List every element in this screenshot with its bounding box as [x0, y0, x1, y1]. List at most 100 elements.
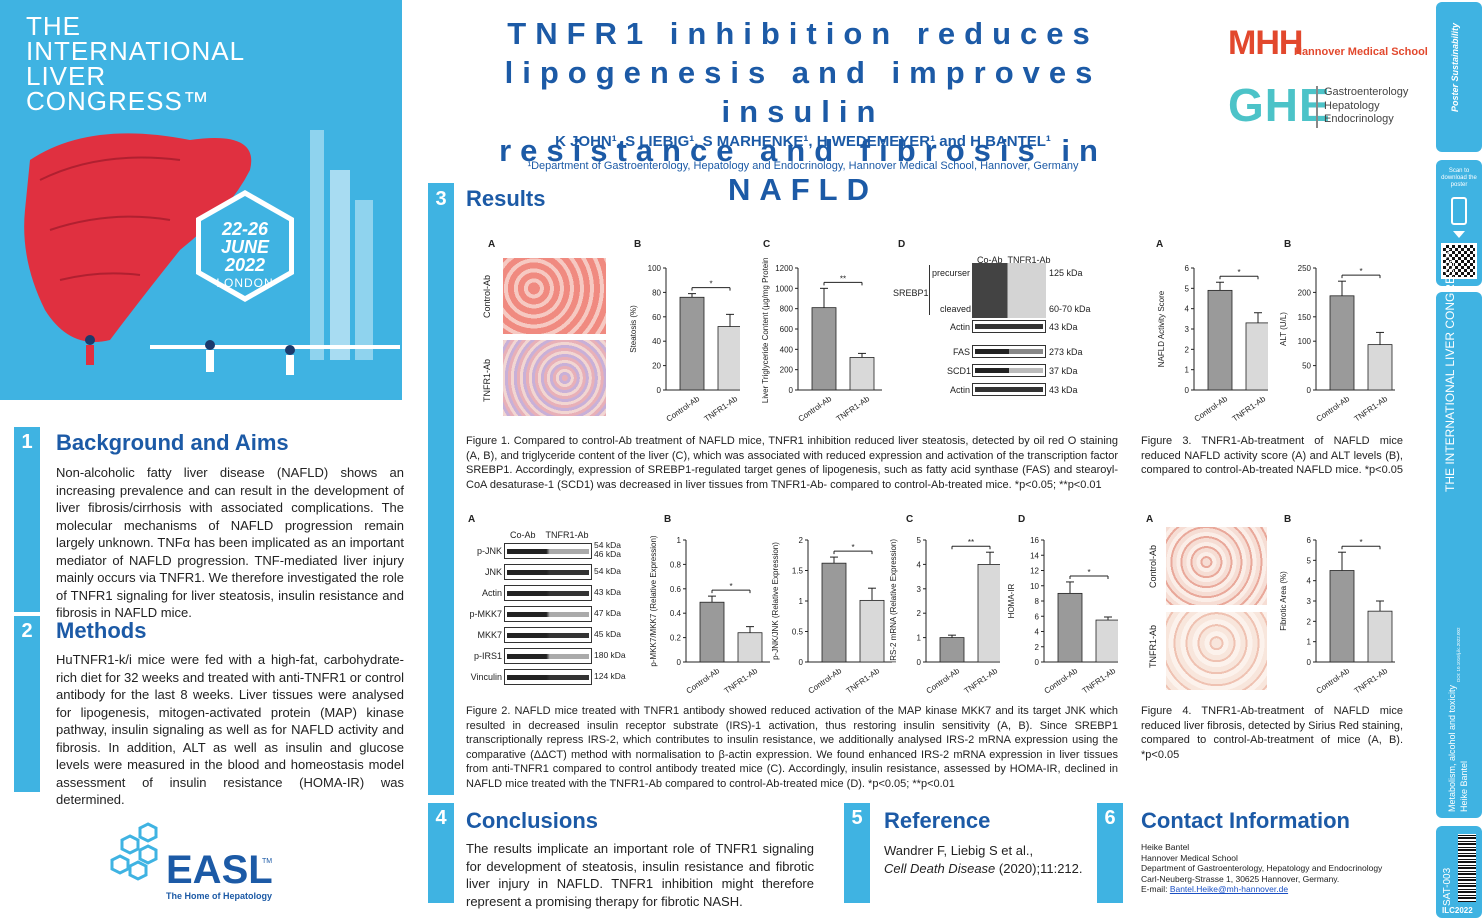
y-tick-label: 0.2: [670, 634, 682, 643]
sirius-red-control-image: [1166, 527, 1267, 605]
y-axis-label: Fibrotic Area (%): [1279, 571, 1288, 631]
bar-tnfr1: [849, 357, 875, 391]
liver-illustration: [0, 130, 402, 400]
bar-tnfr1: [737, 632, 763, 663]
blot2: p-JNK 54 kDa 46 kDa JNK 54 kDa Actin 43 kDa p-…: [466, 540, 636, 693]
blot2-band: [504, 627, 592, 643]
oil-red-o-tnfr1-image: [503, 340, 606, 416]
bar-control: [679, 296, 705, 391]
y-tick-label: 0: [799, 658, 804, 667]
blot2-label: MKK7: [477, 630, 502, 640]
y-tick-label: 14: [1030, 551, 1039, 560]
bar-control: [821, 562, 847, 663]
significance-label: *: [1359, 538, 1362, 547]
p-mkk7-chart: 0 0.2 0.4 0.6 0.8 1 p-MKK7/MKK7 (Relative Expr…: [649, 535, 770, 696]
y-tick-label: 1: [799, 597, 804, 606]
y-tick-label: 2: [799, 536, 804, 545]
sustainability-tab[interactable]: Poster Sustainability: [1436, 2, 1482, 152]
category-label: Control-Ab: [665, 394, 702, 424]
y-axis-label: Liver Triglyceride Content (µg/mg Protei…: [761, 258, 770, 403]
y-tick-label: 4: [1185, 305, 1190, 314]
significance-label: *: [851, 543, 854, 552]
bar-tnfr1: [1095, 619, 1118, 663]
bar-control: [1057, 592, 1083, 663]
section-5-title: Reference: [884, 808, 991, 833]
y-tick-label: 4: [1307, 577, 1312, 586]
y-tick-label: 4: [917, 560, 922, 569]
y-tick-label: 80: [652, 288, 661, 297]
alt-levels-chart: 0 50 100 150 200 250 ALT (U/L) Control-Ab TNFR1-…: [1279, 264, 1395, 424]
blot2-label: JNK: [484, 567, 502, 577]
congress-tab: THE INTERNATIONAL LIVER CONGRESS™ DOI: 1…: [1436, 248, 1482, 818]
arrow-down-icon: [1453, 231, 1465, 238]
email-link[interactable]: Bantel.Heike@mh-hannover.de: [1169, 884, 1289, 894]
category-label: TNFR1-Ab: [1353, 394, 1390, 424]
srebp1-blot: [972, 263, 1046, 318]
easl-tagline: The Home of Hepatology: [166, 891, 273, 901]
section-3-number-bar: 3: [428, 183, 454, 795]
y-tick-label: 100: [1298, 337, 1312, 346]
y-tick-label: 0: [657, 386, 662, 395]
category-label: TNFR1-Ab: [1231, 394, 1268, 424]
mhh-name: Hannover Medical School: [1294, 46, 1428, 58]
mhh-logo: MHH: [1228, 24, 1303, 62]
poster-title: TNFR1 inhibition reduces lipogenesis and…: [499, 16, 1107, 207]
significance-label: **: [840, 274, 846, 283]
y-tick-label: 12: [1030, 567, 1039, 576]
bar-tnfr1: [1367, 344, 1393, 391]
y-tick-label: 100: [648, 264, 662, 273]
y-tick-label: 1.5: [792, 567, 804, 576]
blot2-band: [504, 669, 592, 685]
category-label: TNFR1-Ab: [1081, 666, 1118, 696]
y-tick-label: 6: [1035, 612, 1040, 621]
bar-control: [1329, 570, 1355, 663]
steatosis-bar-chart: 0 20 40 60 80 100 Steatosis (%) Control-Ab TNFR1…: [629, 264, 740, 424]
bar-tnfr1: [1367, 610, 1393, 663]
y-axis-label: ALT (U/L): [1279, 312, 1288, 346]
y-tick-label: 1: [1185, 366, 1190, 375]
y-tick-label: 2: [1185, 345, 1190, 354]
blot1-header: Co-Ab TNFR1-Ab: [977, 255, 1051, 265]
y-axis-label: Steatosis (%): [629, 305, 638, 353]
y-tick-label: 0: [789, 386, 794, 395]
section-6-number-bar: 6: [1097, 803, 1123, 903]
y-tick-label: 4: [1035, 628, 1040, 637]
category-label: TNFR1-Ab: [723, 666, 760, 696]
blot2-band: [504, 543, 592, 559]
phone-icon: [1451, 197, 1467, 225]
y-tick-label: 1: [917, 634, 922, 643]
figure-4-caption: Figure 4. TNFR1-Ab-treatment of NAFLD mi…: [1141, 705, 1403, 761]
blot2-label: Actin: [481, 588, 502, 598]
blot2-kda: 45 kDa: [594, 629, 621, 639]
bar-tnfr1: [717, 326, 740, 391]
bar-tnfr1: [977, 564, 1000, 663]
congress-name: THE INTERNATIONAL LIVER CONGRESS™: [26, 11, 246, 116]
conclusions-text: The results implicate an important role …: [466, 841, 814, 909]
category-label: Control-Ab: [1315, 394, 1352, 424]
blot2-kda: 124 kDa: [594, 671, 626, 681]
blot2-kda: 43 kDa: [594, 587, 621, 597]
bar-tnfr1: [859, 599, 885, 663]
figure-3-caption: Figure 3. TNFR1-Ab-treatment of NAFLD mi…: [1141, 435, 1403, 477]
blot2-band: [504, 585, 592, 601]
y-axis-label: IRS-2 mRNA (Relative Expression): [889, 539, 898, 663]
y-tick-label: 0: [1035, 658, 1040, 667]
y-tick-label: 0.6: [670, 585, 682, 594]
category-label: Control-Ab: [797, 394, 834, 424]
methods-text: HuTNFR1-k/i mice were fed with a high-fa…: [56, 652, 404, 807]
y-tick-label: 0.4: [670, 609, 682, 618]
significance-label: *: [729, 582, 732, 591]
y-axis-label: p-MKK7/MKK7 (Relative Expression): [649, 535, 658, 666]
qr-code[interactable]: [1441, 243, 1477, 279]
y-tick-label: 150: [1298, 313, 1312, 322]
significance-label: **: [968, 538, 974, 547]
significance-label: *: [709, 280, 712, 289]
blot2-kda: 54 kDa 46 kDa: [594, 540, 621, 559]
y-tick-label: 400: [780, 345, 794, 354]
p-jnk-chart: 0 0.5 1 1.5 2 p-JNK/JNK (Relative Expression)…: [771, 536, 892, 696]
ghe-department: Gastroenterology Hepatology Endocrinolog…: [1324, 86, 1409, 125]
y-tick-label: 0: [677, 658, 682, 667]
download-tab[interactable]: Scan to download the poster: [1436, 160, 1482, 286]
y-tick-label: 40: [652, 337, 661, 346]
y-tick-label: 200: [1298, 288, 1312, 297]
